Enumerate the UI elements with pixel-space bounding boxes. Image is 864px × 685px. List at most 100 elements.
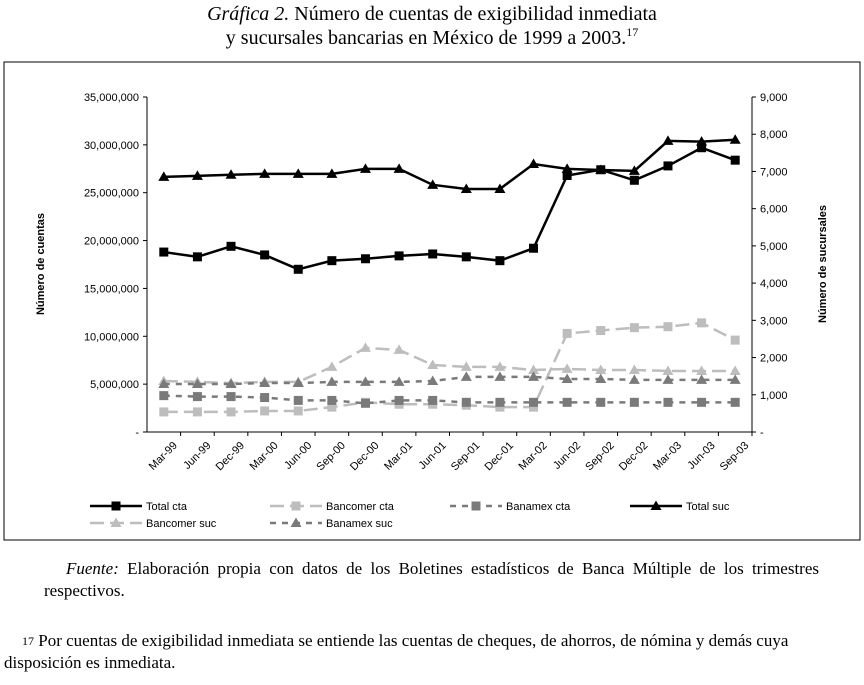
marker xyxy=(225,378,237,388)
marker xyxy=(158,378,170,388)
marker xyxy=(495,256,505,266)
marker xyxy=(596,397,606,407)
marker xyxy=(192,392,202,402)
source-note: Fuente: Elaboración propia con datos de … xyxy=(44,558,819,602)
series-line xyxy=(163,375,736,386)
y2-tick-label: 7,000 xyxy=(760,166,788,178)
y-tick-label: 10,000,000 xyxy=(84,331,139,343)
x-tick-label: Mar-01 xyxy=(382,440,415,473)
title-line: y sucursales bancarias en México de 1999… xyxy=(226,27,626,49)
chart-title: y sucursales bancarias en México de 1999… xyxy=(226,25,638,49)
marker xyxy=(192,407,202,417)
marker xyxy=(528,364,540,375)
marker xyxy=(394,251,404,261)
marker xyxy=(293,406,303,416)
marker xyxy=(461,252,471,262)
marker xyxy=(494,371,506,381)
marker xyxy=(428,395,438,405)
x-tick-label: Jun-02 xyxy=(551,440,583,472)
marker xyxy=(226,407,236,417)
x-tick-label: Mar-02 xyxy=(517,440,550,473)
marker xyxy=(292,168,304,178)
x-tick-label: Mar-00 xyxy=(248,440,281,473)
marker xyxy=(663,397,673,407)
marker xyxy=(260,250,270,260)
marker xyxy=(494,183,506,193)
marker xyxy=(562,328,572,338)
series-line xyxy=(163,146,736,271)
y2-tick-label: - xyxy=(760,427,764,439)
marker xyxy=(629,323,639,333)
legend-label: Bancomer cta xyxy=(326,501,395,513)
marker xyxy=(663,161,673,171)
marker xyxy=(561,373,573,383)
marker xyxy=(292,377,304,388)
marker xyxy=(529,397,539,407)
marker xyxy=(595,164,607,174)
marker xyxy=(595,373,607,383)
marker xyxy=(359,342,371,352)
marker xyxy=(628,364,640,375)
marker xyxy=(529,402,539,412)
marker xyxy=(191,378,203,388)
marker xyxy=(662,374,674,384)
y2-tick-label: 5,000 xyxy=(760,241,788,253)
marker xyxy=(529,243,539,253)
marker xyxy=(528,158,540,168)
footnote: 17 Por cuentas de exigibilidad inmediata… xyxy=(4,630,794,674)
marker xyxy=(697,143,707,153)
marker xyxy=(662,135,674,145)
marker xyxy=(629,175,639,185)
marker xyxy=(225,169,237,179)
source-text: Elaboración propia con datos de los Bole… xyxy=(44,559,819,600)
y-tick-label: 5,000,000 xyxy=(90,379,139,391)
marker xyxy=(697,397,707,407)
footnote-text: Por cuentas de exigibilidad inmediata se… xyxy=(4,631,789,672)
marker xyxy=(696,374,708,384)
marker xyxy=(730,397,740,407)
y-tick-label: 35,000,000 xyxy=(84,92,139,104)
marker xyxy=(159,407,169,417)
marker xyxy=(730,335,740,345)
marker xyxy=(360,254,370,264)
y2-tick-label: 1,000 xyxy=(760,390,788,402)
series-line xyxy=(163,138,736,191)
marker xyxy=(494,361,506,371)
y-tick-label: 30,000,000 xyxy=(84,140,139,152)
legend-label: Banamex suc xyxy=(326,518,393,530)
y2-tick-label: 8,000 xyxy=(760,129,788,141)
y-tick-label: 20,000,000 xyxy=(84,236,139,248)
marker xyxy=(226,392,236,402)
marker xyxy=(562,170,572,180)
x-tick-label: Sep-00 xyxy=(314,440,348,474)
marker xyxy=(471,501,481,511)
marker xyxy=(360,398,370,408)
title-label: Gráfica 2. xyxy=(207,3,289,25)
marker xyxy=(393,376,405,386)
x-tick-label: Jun-99 xyxy=(181,440,213,472)
marker xyxy=(428,249,438,259)
y2-tick-label: 2,000 xyxy=(760,353,788,365)
marker xyxy=(662,365,674,375)
marker xyxy=(359,376,371,386)
marker xyxy=(111,501,121,511)
marker xyxy=(226,241,236,251)
x-tick-label: Dec-00 xyxy=(348,440,382,474)
marker xyxy=(393,344,405,354)
marker xyxy=(561,363,573,373)
footnote-mark: 17 xyxy=(22,634,34,648)
marker xyxy=(561,163,573,173)
marker xyxy=(260,406,270,416)
marker xyxy=(327,395,337,405)
marker xyxy=(427,179,439,189)
marker xyxy=(394,395,404,405)
marker xyxy=(293,395,303,405)
marker xyxy=(290,517,302,527)
marker xyxy=(158,171,170,181)
marker xyxy=(562,397,572,407)
marker xyxy=(663,322,673,332)
x-tick-label: Sep-02 xyxy=(583,440,617,474)
marker xyxy=(596,326,606,336)
y2-tick-label: 3,000 xyxy=(760,315,788,327)
